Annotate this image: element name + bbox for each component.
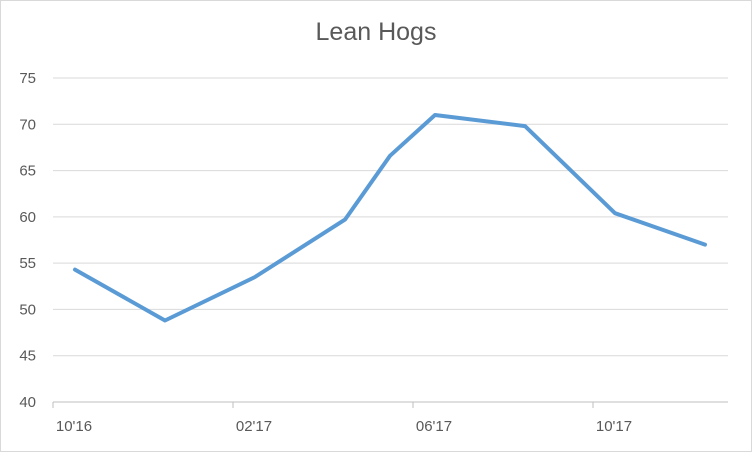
x-tick-label: 06'17 [416, 418, 452, 435]
x-axis [52, 401, 728, 408]
x-tick-label: 10'17 [596, 418, 632, 435]
y-axis-labels: 40 45 50 55 60 65 70 75 [19, 70, 36, 411]
series-line-0 [73, 113, 707, 323]
y-tick-label: 75 [19, 70, 36, 87]
y-tick-label: 50 [19, 301, 36, 318]
x-axis-labels: 10'16 02'17 06'17 10'17 [56, 418, 632, 435]
y-tick-label: 45 [19, 348, 36, 365]
y-tick-label: 60 [19, 209, 36, 226]
series [73, 113, 707, 323]
y-tick-label: 65 [19, 163, 36, 180]
chart-title: Lean Hogs [315, 18, 437, 46]
y-tick-label: 40 [19, 394, 36, 411]
x-tick-label: 10'16 [56, 418, 92, 435]
gridlines [53, 77, 728, 357]
y-tick-label: 70 [19, 116, 36, 133]
y-tick-label: 55 [19, 255, 36, 272]
x-tick-label: 02'17 [236, 418, 272, 435]
